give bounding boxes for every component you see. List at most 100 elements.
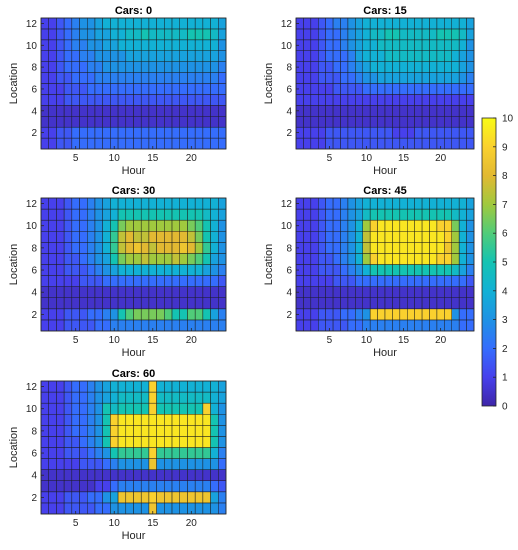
heatmap-cell bbox=[179, 72, 188, 84]
heatmap-cell bbox=[218, 83, 227, 95]
heatmap-cell bbox=[179, 116, 188, 128]
heatmap-cell bbox=[303, 17, 312, 30]
heatmap-cell bbox=[194, 39, 204, 52]
heatmap-cell bbox=[110, 94, 119, 106]
heatmap-cell bbox=[194, 502, 204, 515]
heatmap-cell bbox=[444, 297, 452, 310]
heatmap-cell bbox=[71, 39, 80, 52]
heatmap-cell bbox=[202, 94, 211, 106]
heatmap-cell bbox=[429, 105, 438, 117]
heatmap-cell bbox=[210, 242, 219, 254]
colorbar-tick-label: 5 bbox=[502, 258, 508, 269]
heatmap-cell bbox=[347, 275, 356, 287]
heatmap-cell bbox=[156, 17, 165, 30]
heatmap-cell bbox=[148, 480, 157, 493]
heatmap-cell bbox=[40, 28, 49, 41]
heatmap-cell bbox=[202, 105, 211, 117]
heatmap-cell bbox=[355, 61, 363, 73]
heatmap-cell bbox=[48, 17, 57, 30]
heatmap-cell bbox=[156, 219, 165, 232]
heatmap-cell bbox=[94, 116, 103, 128]
heatmap-cell bbox=[110, 61, 119, 73]
heatmap-cell bbox=[125, 447, 134, 459]
heatmap-cell bbox=[318, 208, 326, 221]
heatmap-cell bbox=[94, 469, 103, 482]
heatmap-cell bbox=[332, 197, 341, 210]
heatmap-cell bbox=[94, 275, 103, 287]
heatmap-cell bbox=[210, 28, 219, 41]
heatmap-cell bbox=[125, 286, 134, 299]
heatmap-cell bbox=[458, 39, 467, 52]
heatmap-cell bbox=[429, 72, 438, 84]
heatmap-cell bbox=[466, 61, 475, 73]
heatmap-cell bbox=[325, 275, 334, 287]
heatmap-cell bbox=[48, 436, 57, 448]
heatmap-cell bbox=[218, 414, 227, 426]
heatmap-cell bbox=[87, 242, 96, 254]
heatmap-cell bbox=[194, 402, 204, 415]
heatmap-cell bbox=[384, 137, 393, 150]
heatmap-cell bbox=[325, 219, 334, 232]
heatmap-cell bbox=[87, 297, 96, 310]
heatmap-cell bbox=[392, 242, 401, 254]
heatmap-cell bbox=[355, 208, 363, 221]
heatmap-cell bbox=[194, 297, 204, 310]
heatmap-cell bbox=[48, 425, 57, 437]
heatmap-panel: Cars: 15 5 10 15 20 2 4 6 8 10 12 Hour Location bbox=[263, 5, 475, 177]
heatmap-cell bbox=[179, 380, 188, 393]
heatmap-cell bbox=[63, 308, 73, 321]
heatmap-cell bbox=[48, 480, 57, 493]
x-axis-label: Hour bbox=[122, 347, 146, 359]
heatmap-cell bbox=[355, 286, 363, 299]
colorbar-tick-label: 7 bbox=[502, 200, 508, 211]
heatmap-cell bbox=[332, 126, 341, 139]
heatmap-cell bbox=[71, 219, 80, 232]
heatmap-cell bbox=[332, 39, 341, 52]
heatmap-cell bbox=[303, 61, 312, 73]
heatmap-cell bbox=[179, 414, 188, 426]
heatmap-cell bbox=[94, 391, 103, 404]
heatmap-cell bbox=[148, 491, 157, 504]
heatmap-cell bbox=[458, 137, 467, 150]
colorbar-tick-label: 1 bbox=[502, 373, 508, 384]
heatmap-cell bbox=[392, 308, 401, 321]
y-axis-label: Location bbox=[8, 244, 20, 286]
heatmap-cell bbox=[451, 116, 460, 128]
heatmap-cell bbox=[71, 391, 80, 404]
heatmap-cell bbox=[377, 126, 386, 139]
heatmap-cell bbox=[444, 17, 452, 30]
heatmap-cell bbox=[187, 28, 196, 41]
heatmap-cell bbox=[218, 126, 227, 139]
heatmap-cell bbox=[310, 197, 319, 210]
heatmap-cell bbox=[369, 105, 378, 117]
heatmap-cell bbox=[421, 286, 430, 299]
heatmap-cell bbox=[194, 414, 204, 426]
heatmap-cell bbox=[187, 275, 196, 287]
heatmap-cell bbox=[79, 436, 88, 448]
y-tick-label: 8 bbox=[31, 426, 37, 437]
heatmap-cell bbox=[148, 231, 157, 243]
heatmap-cell bbox=[102, 458, 111, 470]
heatmap-cell bbox=[377, 319, 386, 332]
colorbar: 0 1 2 3 4 5 6 7 8 9 10 bbox=[481, 114, 514, 413]
heatmap-cell bbox=[202, 380, 211, 393]
heatmap-cell bbox=[63, 297, 73, 310]
heatmap-cell bbox=[94, 50, 103, 62]
heatmap-cell bbox=[48, 308, 57, 321]
heatmap-cell bbox=[458, 297, 467, 310]
heatmap-cell bbox=[164, 94, 173, 106]
heatmap-cell bbox=[110, 469, 119, 482]
heatmap-cell bbox=[171, 491, 180, 504]
heatmap-cell bbox=[218, 491, 227, 504]
heatmap-cell bbox=[194, 447, 204, 459]
heatmap-cell bbox=[436, 116, 445, 128]
heatmap-cell bbox=[56, 72, 65, 84]
heatmap-cell bbox=[179, 219, 188, 232]
heatmap-cell bbox=[71, 72, 80, 84]
heatmap-cell bbox=[164, 137, 173, 150]
heatmap-cell bbox=[421, 253, 430, 265]
heatmap-cell bbox=[194, 94, 204, 106]
heatmap-cell bbox=[218, 219, 227, 232]
heatmap-cell bbox=[340, 105, 349, 117]
heatmap-cell bbox=[194, 436, 204, 448]
